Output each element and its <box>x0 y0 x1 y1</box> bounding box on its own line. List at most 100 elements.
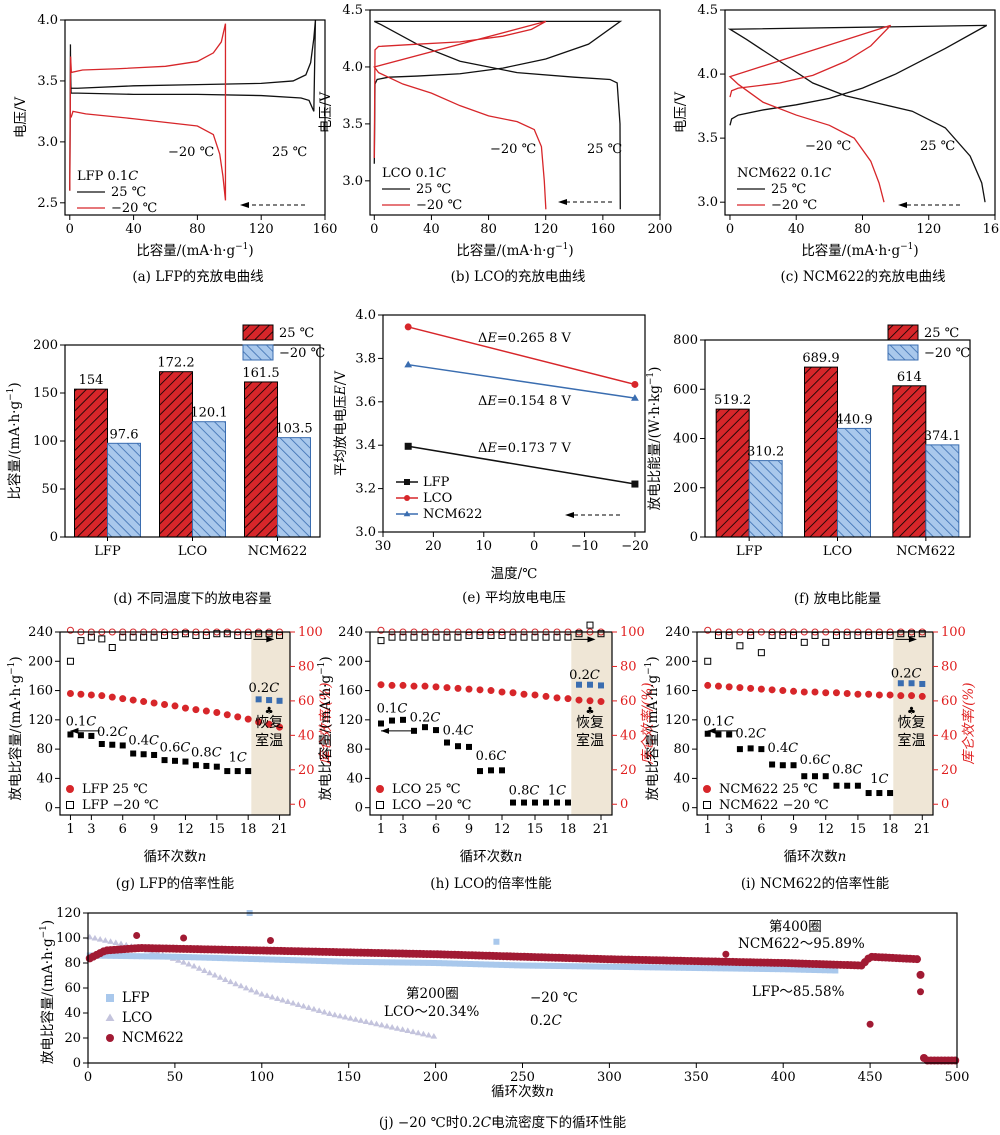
point-lco <box>211 971 219 978</box>
bar-value-label: 97.6 <box>110 427 139 442</box>
point-lfp <box>399 959 406 966</box>
text-part: 放电比容量/(mA·h·g <box>644 675 661 801</box>
legend-label: NCM622 <box>122 1030 184 1046</box>
point-ce-minus20c <box>918 630 926 638</box>
outlier-ncm622 <box>866 1020 874 1028</box>
point-cap-minus20c <box>844 782 851 789</box>
y-tick-label: 160 <box>338 684 363 699</box>
text-part: C <box>397 702 407 717</box>
rate-label: 0.2C <box>249 681 280 696</box>
point-ce-minus20c <box>421 633 429 641</box>
curve-label: 25 ℃ <box>587 142 622 157</box>
point-cap-minus20c <box>812 773 818 780</box>
x-tick-label: 300 <box>597 1070 622 1085</box>
point-lfp <box>389 959 396 966</box>
point-ce-minus20c <box>454 633 462 641</box>
point-lfp <box>623 964 630 970</box>
point-ce-minus20c <box>531 633 539 641</box>
text-part: C <box>821 166 831 181</box>
outlier-ncm622 <box>266 937 274 944</box>
point-ce-minus20c <box>553 633 561 641</box>
point-cap-minus20c <box>554 799 560 806</box>
x-tick-label: 21 <box>914 822 931 837</box>
legend-label: NCM622 25 ℃ <box>719 782 818 797</box>
series-line <box>408 445 636 485</box>
text-part: 比容量/(mA·h·g <box>801 242 900 259</box>
point-lfp <box>342 958 349 965</box>
outlier-ncm622 <box>917 988 925 996</box>
text-part: E <box>486 394 497 409</box>
point-ce-minus20c <box>213 630 221 638</box>
point-lfp <box>649 964 656 971</box>
point-cap-25c <box>918 692 926 700</box>
point-cap-25c <box>854 690 862 698</box>
text-part: 放电比容量/(mA·h·g <box>7 675 24 801</box>
point-cap-25c <box>98 692 106 700</box>
point-lfp <box>337 958 344 965</box>
point-lco <box>107 938 114 944</box>
data-point <box>404 323 412 331</box>
y-tick-label: 3.5 <box>697 131 718 146</box>
text-part: C <box>788 741 798 756</box>
point-lfp <box>488 961 495 968</box>
point-cap-25c <box>487 687 495 695</box>
y-tick-label: 100 <box>620 625 645 640</box>
y-tick-label: 100 <box>33 434 58 449</box>
point-cap-minus20c <box>715 731 722 738</box>
point-lfp <box>707 965 714 972</box>
point-lco <box>96 936 104 942</box>
point-lco <box>180 959 187 965</box>
bar-25c <box>804 366 838 538</box>
text-part: −1 <box>7 662 17 675</box>
x-tick-label: 3 <box>87 822 95 837</box>
point-lfp <box>232 955 239 962</box>
point-cap-minus20c <box>769 761 776 768</box>
figure-caption: (a) LFP的充放电曲线 <box>132 269 263 285</box>
y-tick-label: 20 <box>620 763 637 778</box>
x-tick-label: 150 <box>336 1070 361 1085</box>
point-ce-25c <box>66 626 74 634</box>
x-tick-label: 20 <box>425 539 442 554</box>
y-tick-label: 4.0 <box>355 308 376 323</box>
point-lfp <box>681 964 688 971</box>
figure-caption: (f) 放电比能量 <box>794 591 881 607</box>
annotation-text: NCM622～95.89% <box>738 936 865 952</box>
y-tick-label: 200 <box>28 654 53 669</box>
point-lfp <box>743 965 750 972</box>
x-tick-label: 0 <box>66 222 74 237</box>
point-lfp <box>686 964 693 971</box>
x-tick-label: 6 <box>119 822 127 837</box>
point-cap-minus20c <box>234 768 241 775</box>
point-lco <box>321 1008 328 1015</box>
rate-label: 0.2C <box>891 666 922 681</box>
legend-label: 25 ℃ <box>279 326 314 341</box>
legend-marker <box>403 510 411 517</box>
point-lfp <box>535 962 542 969</box>
y-tick-label: 60 <box>620 694 637 709</box>
x-tick-label: 160 <box>590 222 615 237</box>
point-lfp <box>201 954 208 961</box>
bar-25c <box>159 371 193 538</box>
point-cap-minus20c <box>119 742 126 749</box>
curve-minus20c <box>373 20 547 210</box>
point-lfp <box>420 959 427 966</box>
chart-a: 0 40 80 120 160 2.5 3.0 3.5 4.0 比容量/(mA·h·g−1) 电压/… <box>13 13 337 285</box>
point-lco <box>284 998 292 1004</box>
point-lfp <box>514 962 521 969</box>
point-lfp <box>191 954 198 961</box>
point-cap-minus20c <box>109 741 116 748</box>
text-part: 0.2 <box>410 710 431 725</box>
point-ce-minus20c <box>98 635 106 643</box>
point-lfp <box>180 954 187 960</box>
point-lfp <box>665 964 672 971</box>
point-lfp <box>123 953 130 960</box>
point-lfp <box>639 964 646 971</box>
point-cap-minus20c <box>510 799 516 806</box>
text-part: n <box>545 1084 554 1100</box>
legend-swatch <box>887 324 919 341</box>
point-cap-25c <box>811 688 819 696</box>
bar-value-label: 154 <box>79 373 104 388</box>
point-cap-minus20c <box>758 746 765 753</box>
point-cap-minus20c <box>130 750 137 757</box>
point-ce-minus20c <box>800 638 808 646</box>
